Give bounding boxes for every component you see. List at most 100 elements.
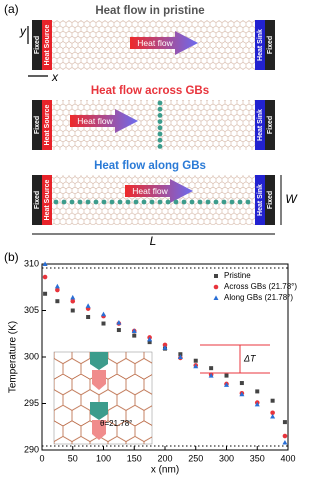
data-point [193,363,199,369]
gb-atom [181,199,187,205]
dimension-label: L [150,234,157,248]
data-point [270,398,275,403]
sink-bar [255,20,265,70]
flow-label: Heat flow [132,186,168,196]
data-point [282,433,288,439]
lattice [52,175,255,225]
data-point [239,391,245,397]
data-point [178,352,183,357]
flow-arrow [125,179,193,203]
fixed-bar [32,100,42,150]
data-point [162,342,168,348]
x-tick-label: 100 [96,453,111,463]
legend-label: Along GBs (21.78°) [224,293,293,302]
panel-label: (a) [4,2,19,16]
legend-marker [213,284,219,290]
angle-label: θ=21.78° [100,419,132,428]
x-tick-label: 200 [157,453,172,463]
gb-atom [149,199,155,205]
axis-label: x [51,70,59,84]
gb-atom [109,199,115,205]
data-point [270,413,276,419]
gb-cell [90,352,108,370]
gb-atom [157,113,163,118]
data-point [70,298,76,304]
x-tick-label: 400 [280,453,295,463]
gb-atom [157,137,163,143]
gb-atom [157,131,163,137]
sink-label: Heat Sink [257,184,264,216]
source-bar [42,175,52,225]
data-point [131,328,137,333]
data-point [101,321,106,326]
gb-atom [165,199,171,205]
y-tick-label: 300 [24,351,39,361]
data-point [255,389,260,394]
gb-atom [117,199,123,205]
legend-label: Across GBs (21.78°) [224,282,297,291]
gb-atom [61,199,67,205]
data-point [101,311,106,317]
gb-atom [69,199,75,205]
data-point [42,274,48,280]
data-point [86,315,91,320]
gb-atom [53,199,59,205]
gb-cell [92,370,106,390]
gb-atom [245,199,251,205]
x-tick-label: 300 [219,453,234,463]
gb-atom [205,199,211,205]
sink-bar [255,100,265,150]
fixed-bar [265,175,275,225]
fixed-label: Fixed [267,116,274,134]
strip-title: Heat flow in pristine [95,5,204,17]
data-point [54,283,60,289]
flow-arrow [130,31,198,55]
dimension-label: W [285,192,298,206]
gb-atom [237,199,243,205]
source-bar [42,100,52,150]
sink-label: Heat Sink [257,109,264,141]
data-point [224,382,229,387]
fixed-label: Fixed [34,191,41,209]
data-point [43,291,48,296]
x-tick-label: 0 [39,453,44,463]
data-point [132,333,137,338]
y-axis-label: Temperature (K) [8,321,19,393]
strip-title: Heat flow across GBs [91,85,209,97]
data-point [224,373,229,378]
gb-atom [197,199,203,205]
data-point [254,401,260,407]
data-point [147,336,153,342]
source-label: Heat Source [44,179,51,220]
gb-atom [157,199,163,205]
gb-atom [125,199,131,205]
legend-marker [214,274,218,278]
data-point [42,261,48,266]
strip-title: Heat flow along GBs [94,160,206,172]
data-point [282,439,288,445]
data-point [270,410,275,416]
fixed-bar [32,20,42,70]
data-point [70,308,75,313]
gb-atom [157,100,163,106]
y-tick-label: 295 [24,398,39,408]
x-tick-label: 350 [250,453,265,463]
gb-atom [77,199,83,205]
data-point [209,366,214,371]
x-tick-label: 150 [127,453,142,463]
axis-label: y [19,24,27,38]
gb-atom [101,199,107,205]
data-point [208,373,214,378]
fixed-bar [265,20,275,70]
sink-bar [255,175,265,225]
y-tick-label: 305 [24,305,39,315]
x-tick-label: 250 [188,453,203,463]
gb-atom [141,199,147,205]
data-point [55,299,60,304]
data-point [193,358,198,363]
fixed-bar [265,100,275,150]
data-point [70,294,76,300]
panel-label: (b) [4,250,19,264]
gb-atom [213,199,219,205]
